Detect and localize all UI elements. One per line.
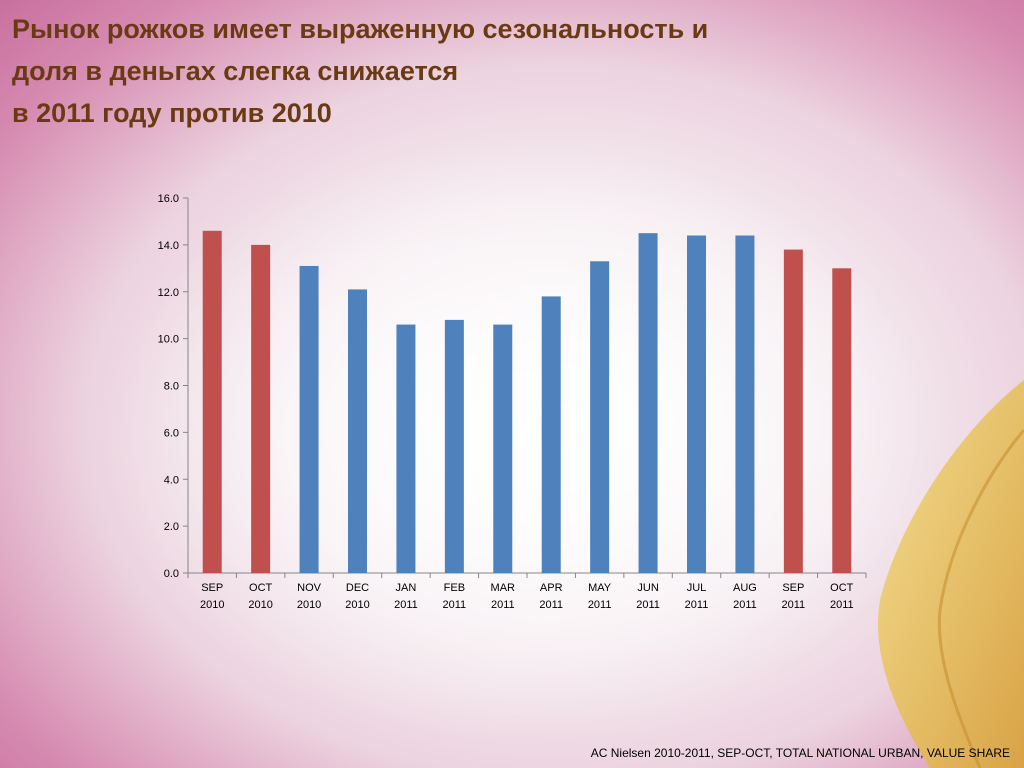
- bar: [590, 261, 610, 573]
- x-tick-label-year: 2011: [782, 599, 806, 611]
- x-tick-label-year: 2011: [443, 599, 467, 611]
- title-line-3: в 2011 году против 2010: [12, 98, 332, 128]
- x-tick-label-month: JAN: [396, 582, 417, 594]
- x-tick-label-year: 2011: [394, 599, 418, 611]
- x-tick-label-month: SEP: [782, 582, 804, 594]
- source-note: AC Nielsen 2010-2011, SEP-OCT, TOTAL NAT…: [590, 746, 1010, 760]
- bar: [541, 296, 561, 573]
- x-tick-label-year: 2011: [539, 599, 563, 611]
- x-tick-label-month: MAR: [491, 582, 516, 594]
- bar: [493, 324, 513, 573]
- x-tick-label-year: 2010: [297, 599, 321, 611]
- bar: [348, 289, 367, 573]
- page-title: Рынок рожков имеет выраженную сезонально…: [12, 8, 972, 134]
- bar: [638, 233, 658, 573]
- y-tick-label: 10.0: [158, 334, 179, 346]
- bar: [735, 235, 755, 573]
- bar: [444, 319, 464, 573]
- x-tick-label-year: 2010: [248, 599, 272, 611]
- x-tick-label-year: 2011: [588, 599, 612, 611]
- x-tick-label-year: 2011: [636, 599, 660, 611]
- x-tick-label-month: APR: [540, 582, 563, 594]
- y-tick-label: 14.0: [158, 240, 179, 252]
- y-tick-label: 0.0: [164, 568, 179, 580]
- x-tick-label-month: DEC: [346, 582, 369, 594]
- x-tick-label-year: 2011: [830, 599, 854, 611]
- bar: [251, 244, 271, 573]
- bar: [687, 235, 706, 573]
- x-tick-label-month: JUL: [687, 582, 707, 594]
- y-tick-label: 2.0: [164, 521, 179, 533]
- y-tick-label: 16.0: [158, 193, 179, 205]
- bar: [783, 249, 803, 573]
- bar: [396, 324, 416, 573]
- x-tick-label-month: OCT: [830, 582, 854, 594]
- bar: [832, 268, 852, 573]
- x-tick-label-year: 2011: [491, 599, 515, 611]
- x-tick-label-year: 2010: [345, 599, 369, 611]
- x-tick-label-month: FEB: [444, 582, 465, 594]
- x-tick-label-year: 2011: [733, 599, 757, 611]
- x-tick-label-month: OCT: [249, 582, 273, 594]
- x-tick-label-year: 2011: [685, 599, 709, 611]
- y-tick-label: 6.0: [164, 427, 179, 439]
- y-tick-label: 4.0: [164, 474, 179, 486]
- title-line-2: доля в деньгах слегка снижается: [12, 56, 459, 86]
- x-tick-label-year: 2010: [200, 599, 224, 611]
- y-tick-label: 12.0: [158, 287, 179, 299]
- x-tick-label-month: SEP: [201, 582, 223, 594]
- x-tick-label-month: AUG: [733, 582, 757, 594]
- x-tick-label-month: JUN: [637, 582, 658, 594]
- bar: [202, 230, 222, 573]
- title-line-1: Рынок рожков имеет выраженную сезонально…: [12, 14, 709, 44]
- bar: [299, 265, 319, 573]
- y-tick-label: 8.0: [164, 381, 179, 393]
- x-tick-label-month: MAY: [588, 582, 612, 594]
- x-tick-label-month: NOV: [297, 582, 322, 594]
